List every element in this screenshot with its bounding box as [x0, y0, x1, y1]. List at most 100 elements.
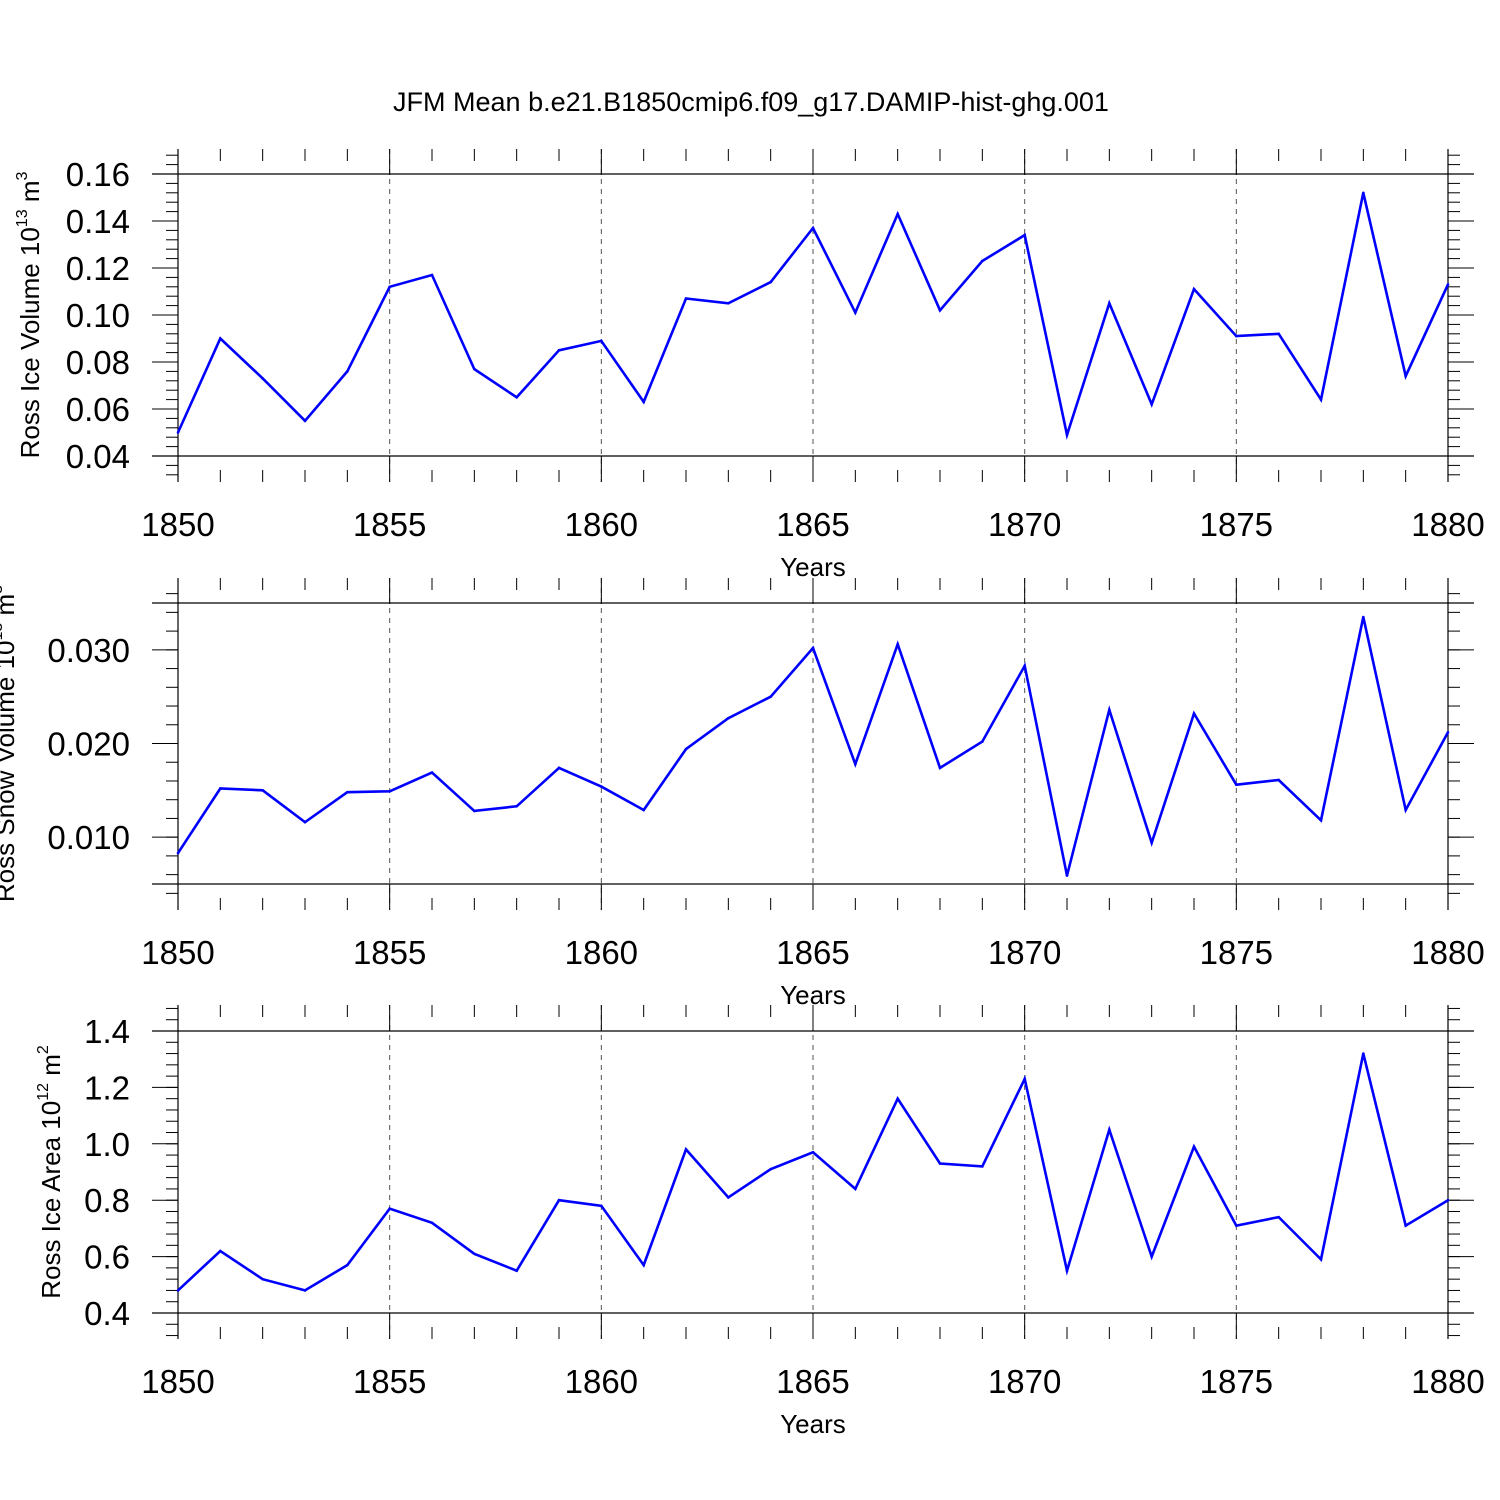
data-point [642, 1263, 645, 1267]
data-point [1362, 191, 1365, 195]
data-point [981, 1165, 984, 1168]
data-point [388, 1207, 391, 1210]
x-tick-label: 1865 [776, 506, 849, 543]
data-point [1065, 1269, 1069, 1272]
data-point [261, 1277, 264, 1281]
y-axis-title: Ross Snow Volume 1013 m3 [0, 585, 20, 902]
data-point [769, 280, 772, 284]
y-tick-label: 0.04 [66, 438, 130, 475]
data-point [1023, 233, 1026, 237]
data-point [769, 1167, 772, 1171]
x-tick-label: 1880 [1411, 1363, 1484, 1400]
data-point [1150, 1255, 1153, 1258]
panel-ice-area: 1850 1855 1860 1865 1870 1875 1880 Years 0.4 0.6 0… [35, 1005, 1485, 1439]
x-tick-label: 1865 [776, 1363, 849, 1400]
data-point [727, 301, 730, 305]
y-tick-label: 1.2 [84, 1069, 130, 1106]
data-point [938, 766, 942, 770]
y-tick-label: 0.020 [47, 726, 130, 763]
data-point [1446, 730, 1450, 734]
data-point [1192, 1145, 1196, 1148]
data-point [1404, 808, 1407, 812]
y-tick-label: 0.4 [84, 1295, 130, 1332]
data-point [727, 716, 730, 720]
x-tick-label: 1860 [565, 1363, 638, 1400]
x-tick-label: 1880 [1411, 506, 1484, 543]
data-point [176, 1289, 180, 1292]
data-point [854, 311, 857, 314]
data-point [430, 1221, 434, 1225]
data-point [346, 1263, 349, 1267]
data-point [1023, 664, 1026, 668]
x-tick-label: 1850 [141, 506, 214, 543]
data-point [896, 212, 899, 216]
data-point [388, 285, 391, 289]
data-point [515, 395, 518, 399]
data-point [1150, 403, 1153, 406]
data-point [1404, 374, 1407, 378]
data-point [642, 808, 645, 812]
data-point [684, 747, 688, 751]
data-point [811, 226, 815, 230]
data-point [1192, 712, 1196, 715]
data-point [1404, 1224, 1407, 1227]
data-point [1446, 283, 1450, 286]
x-tick-label: 1855 [353, 934, 426, 971]
x-tick-label: 1865 [776, 934, 849, 971]
data-point [1277, 1215, 1280, 1219]
data-point [1235, 334, 1238, 338]
data-point [854, 762, 857, 766]
y-tick-label: 0.06 [66, 391, 130, 428]
data-point [938, 1162, 942, 1165]
x-tick-label: 1870 [988, 1363, 1061, 1400]
x-tick-label: 1870 [988, 934, 1061, 971]
data-point [557, 348, 561, 352]
data-point [1235, 783, 1238, 787]
data-point [303, 820, 307, 824]
data-point [176, 431, 180, 434]
data-point [473, 809, 476, 813]
data-point [219, 337, 222, 340]
data-point [303, 1289, 307, 1292]
data-point [557, 1198, 561, 1202]
data-point [557, 766, 561, 770]
data-point [600, 785, 603, 788]
data-point [769, 695, 772, 698]
y-tick-label: 0.030 [47, 632, 130, 669]
data-point [600, 1204, 603, 1208]
data-point [1192, 287, 1196, 291]
data-point [515, 804, 518, 808]
data-point [896, 1097, 899, 1100]
y-tick-label: 0.14 [66, 203, 130, 240]
x-tick-label: 1875 [1200, 934, 1273, 971]
data-point [1235, 1224, 1238, 1227]
data-point [430, 273, 434, 277]
data-point [1362, 1052, 1365, 1055]
data-point [684, 297, 688, 300]
data-point [1446, 1198, 1450, 1202]
data-point [176, 851, 180, 855]
data-point [811, 646, 815, 650]
data-point [388, 789, 391, 793]
data-point [981, 259, 984, 263]
x-tick-label: 1880 [1411, 934, 1484, 971]
data-point [1023, 1077, 1026, 1081]
data-point [1319, 1258, 1323, 1261]
data-point [1065, 874, 1069, 877]
data-point [430, 771, 434, 774]
y-tick-label: 0.6 [84, 1239, 130, 1276]
x-tick-label: 1850 [141, 934, 214, 971]
data-point [303, 419, 307, 423]
x-tick-label: 1860 [565, 506, 638, 543]
x-tick-label: 1860 [565, 934, 638, 971]
data-point [1108, 301, 1111, 305]
data-point [1108, 1128, 1111, 1131]
data-point [1362, 615, 1365, 619]
data-point [854, 1187, 857, 1191]
panels: 1850 1855 1860 1865 1870 1875 1880 Years 0.04 0.0… [0, 149, 1485, 1439]
data-point [1319, 398, 1323, 401]
y-tick-label: 0.16 [66, 156, 130, 193]
data-point [346, 370, 349, 373]
